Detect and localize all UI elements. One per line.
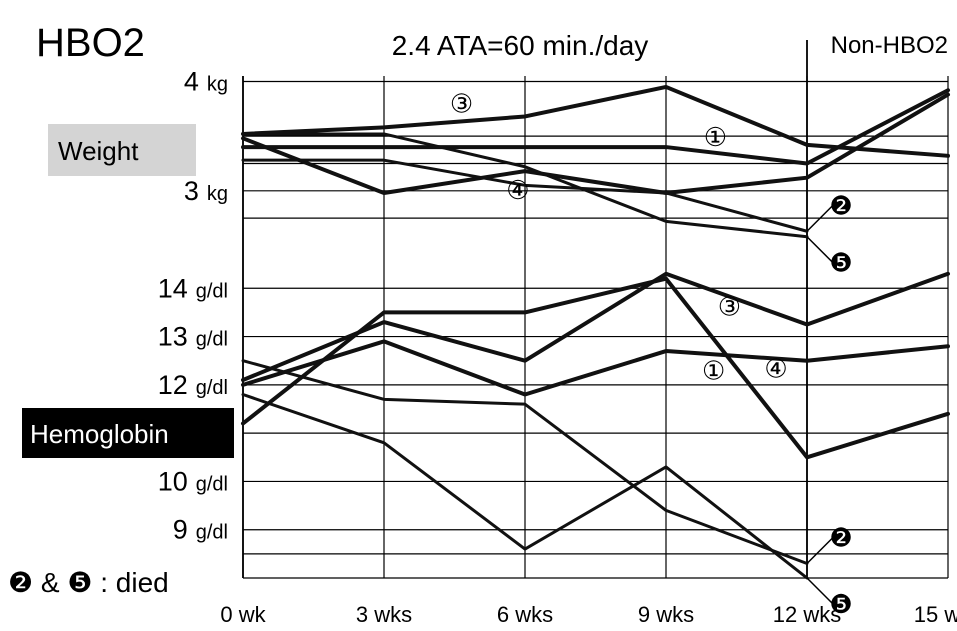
x-tick-label: 3 wks — [356, 602, 412, 627]
series-line — [241, 92, 950, 195]
series-line — [241, 339, 950, 397]
died-annotation: ❷ & ❺ : died — [8, 567, 169, 598]
y-tick-label: 4 kg — [184, 66, 228, 96]
series-marker: ③ — [718, 292, 741, 322]
x-tick-label: 15 wks — [914, 602, 957, 627]
series-marker: ④ — [506, 175, 529, 205]
series-marker-label: ① — [702, 355, 725, 385]
series-marker-label: ❺ — [829, 248, 852, 278]
series-marker: ④ — [764, 354, 787, 384]
marker-leader — [806, 577, 834, 605]
marker-leader — [806, 204, 834, 232]
marker-leader — [806, 536, 834, 565]
y-tick-label: 14 g/dl — [158, 273, 228, 303]
series-markers: ③ ① ④ ❷ ❺ ③ ① ④ ❷ ❺ — [450, 88, 853, 619]
series-line — [241, 271, 950, 383]
series-line — [241, 132, 809, 239]
y-tick-label: 10 g/dl — [158, 466, 228, 496]
series-marker: ❷ — [829, 190, 852, 220]
chart-subtitle: 2.4 ATA=60 min./day — [392, 30, 649, 61]
series-marker-label: ③ — [450, 88, 473, 118]
weight-label-box: Weight — [48, 124, 196, 176]
right-label: Non-HBO2 — [831, 32, 948, 59]
y-axis-ticks: 4 kg 3 kg 14 g/dl 13 g/dl 12 g/dl 10 g/dl 9 g/dl — [158, 66, 228, 544]
x-tick-label: 6 wks — [497, 602, 553, 627]
y-tick-label: 13 g/dl — [158, 322, 228, 352]
x-tick-label: 9 wks — [638, 602, 694, 627]
grid — [242, 40, 949, 579]
y-tick-label: 3 kg — [184, 176, 228, 206]
series-marker: ③ — [450, 88, 473, 118]
series-line — [241, 276, 950, 460]
series-marker: ❷ — [829, 523, 852, 553]
series-lines — [241, 84, 950, 580]
hemoglobin-label: Hemoglobin — [30, 419, 169, 449]
marker-leader — [806, 236, 834, 264]
y-tick-label: 9 g/dl — [173, 515, 228, 545]
chart-title: HBO2 — [36, 21, 145, 65]
series-line — [241, 359, 809, 566]
weight-label: Weight — [58, 136, 139, 166]
series-marker-label: ① — [704, 122, 727, 152]
series-marker: ① — [704, 122, 727, 152]
series-line — [241, 84, 950, 158]
series-marker-label: ❺ — [829, 589, 852, 619]
series-marker: ① — [702, 355, 725, 385]
series-line — [241, 393, 809, 580]
series-line — [241, 158, 809, 233]
series-marker-label: ④ — [506, 175, 529, 205]
x-tick-label: 12 wks — [773, 602, 841, 627]
weight-label-background — [48, 124, 196, 176]
x-tick-label: 0 wk — [220, 602, 266, 627]
y-tick-label: 12 g/dl — [158, 370, 228, 400]
series-marker-label: ❷ — [829, 190, 852, 220]
series-marker-label: ③ — [718, 292, 741, 322]
hemoglobin-label-box: Hemoglobin — [22, 408, 234, 458]
series-marker: ❺ — [829, 589, 852, 619]
series-marker-label: ❷ — [829, 523, 852, 553]
series-marker-label: ④ — [764, 354, 787, 384]
x-axis-ticks: 0 wk 3 wks 6 wks 9 wks 12 wks 15 wks — [220, 602, 957, 627]
hemoglobin-label-background — [22, 408, 234, 458]
series-line — [241, 88, 950, 166]
series-marker: ❺ — [829, 248, 852, 278]
